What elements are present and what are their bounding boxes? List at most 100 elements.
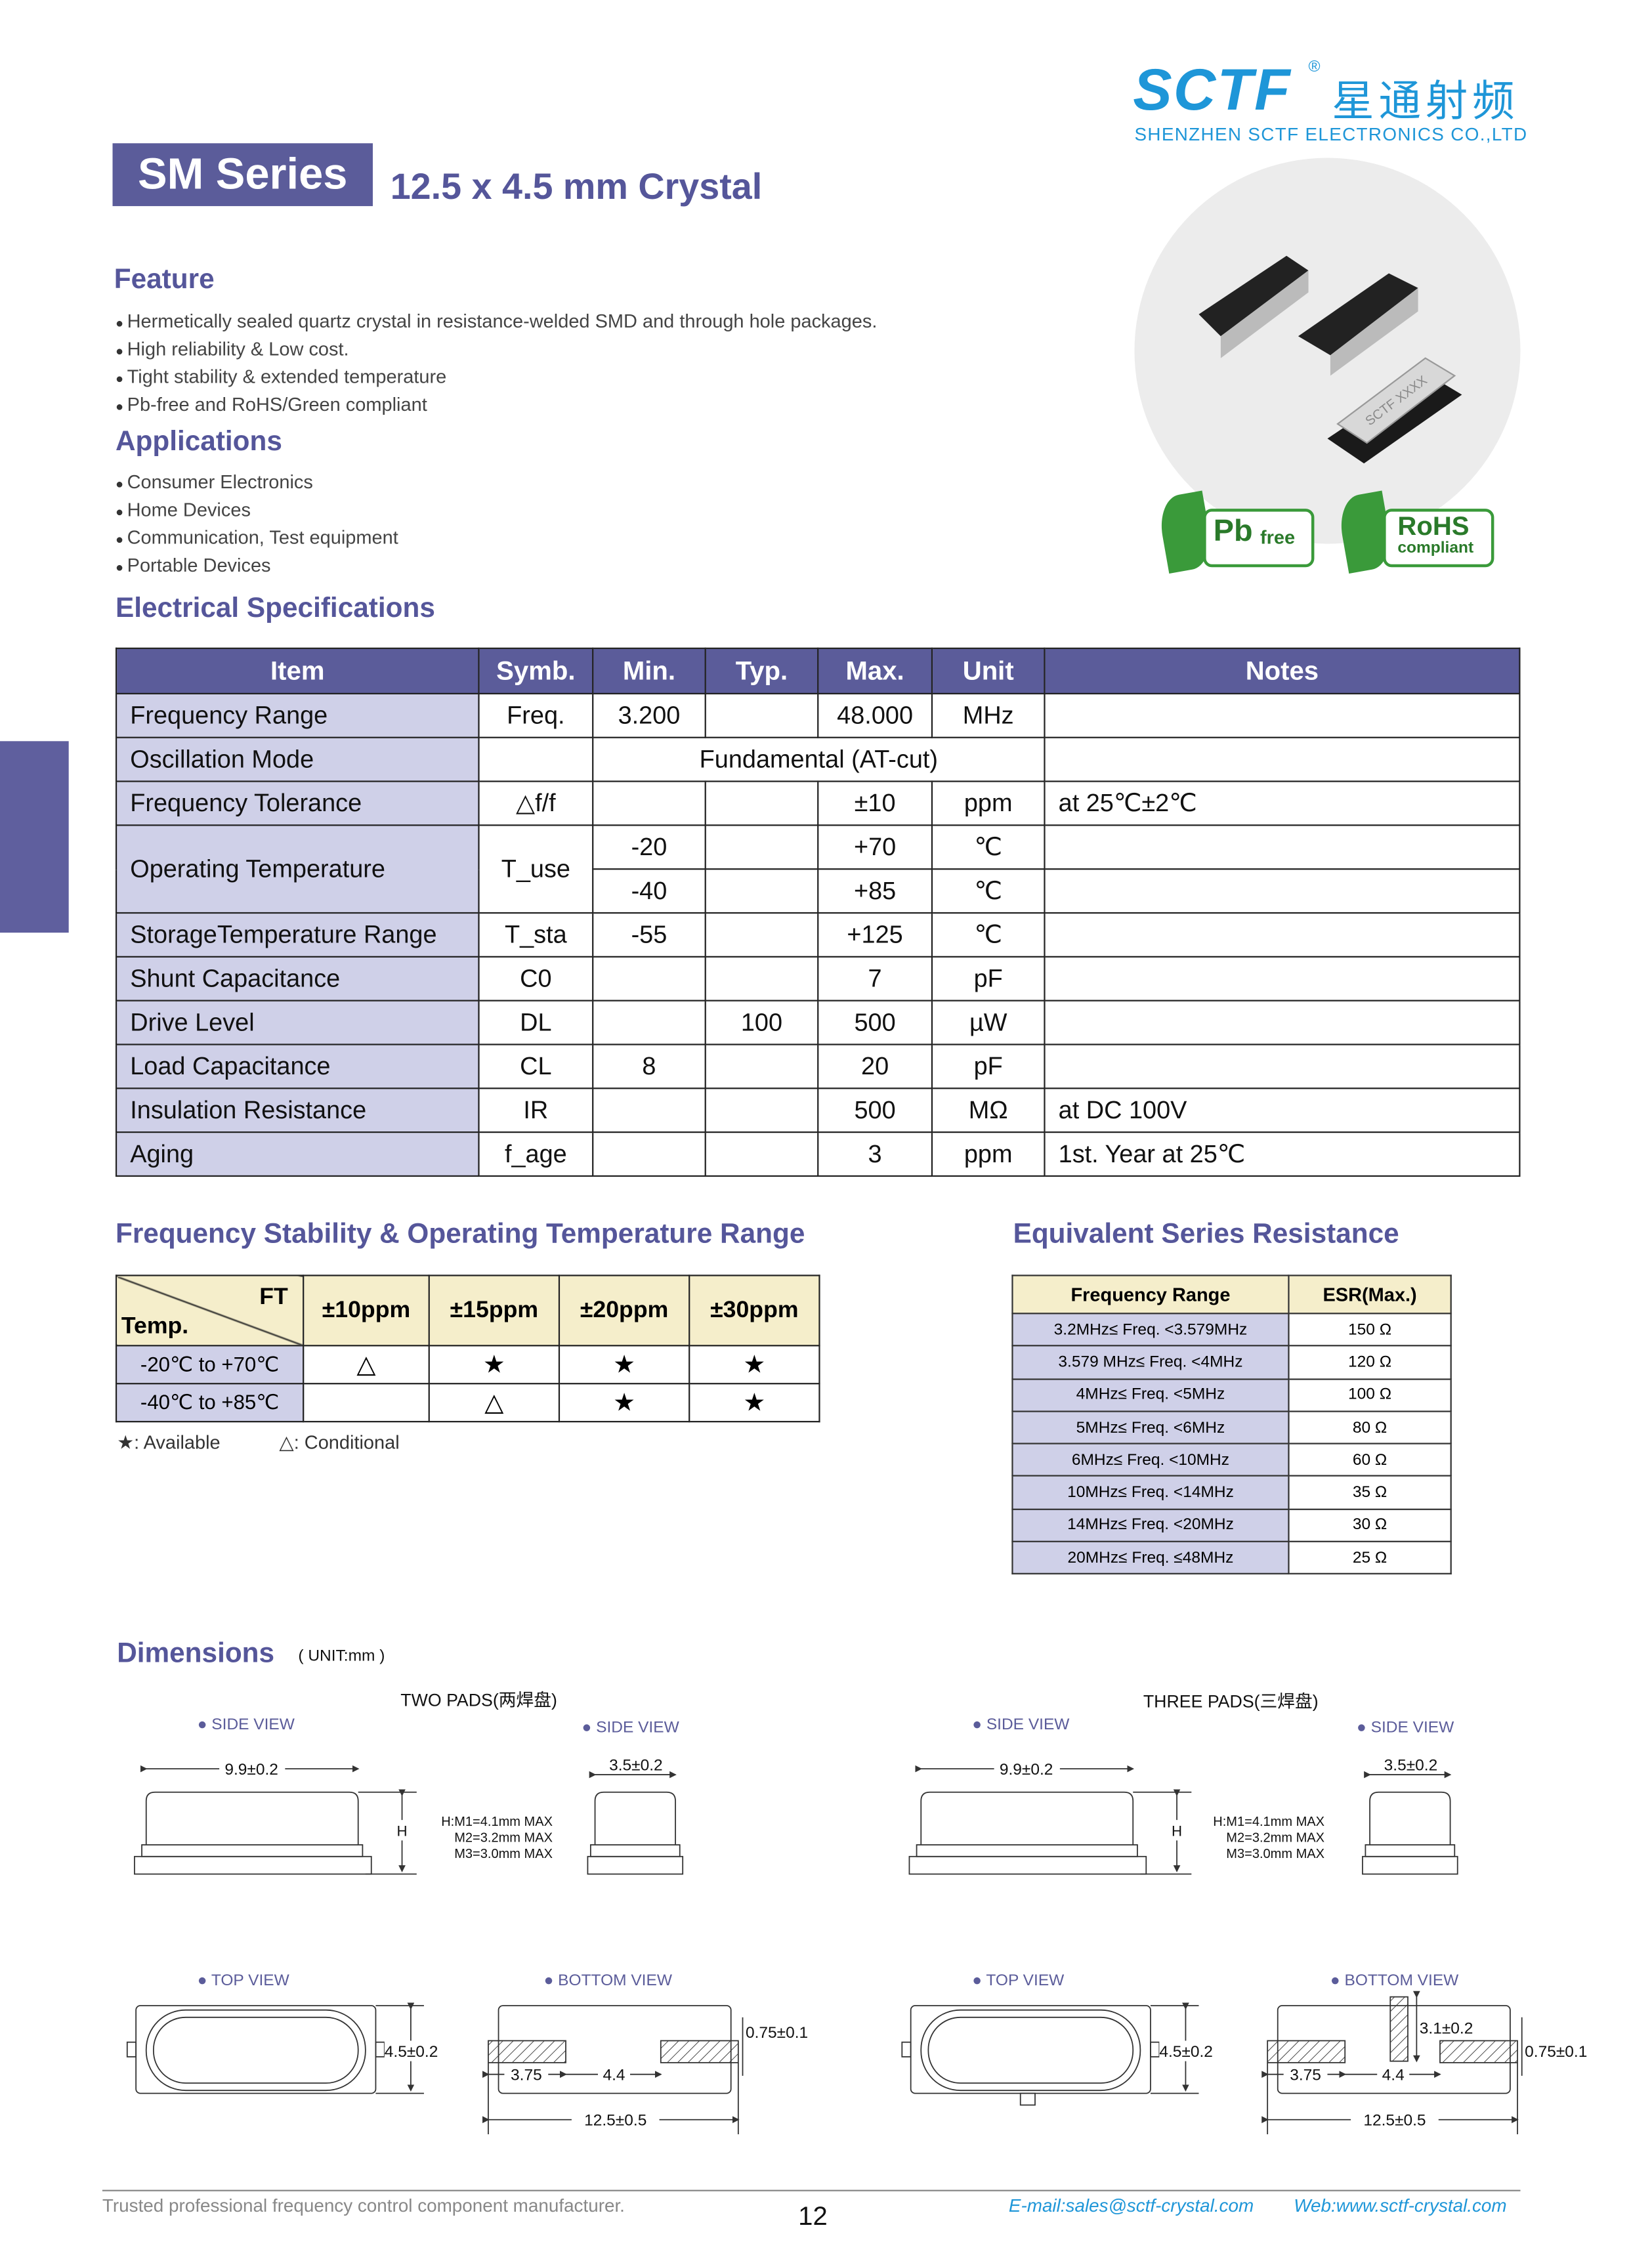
footer-rule (102, 2189, 1521, 2191)
table-cell: CL (478, 1044, 594, 1089)
available-star-icon: ★ (558, 1345, 690, 1385)
frequency-range-cell: 14MHz≤ Freq. <20MHz (1011, 1508, 1290, 1543)
crystal-base (589, 1844, 681, 1857)
solder-pad (488, 2040, 566, 2063)
label-bg (994, 1757, 1060, 1778)
table-cell (704, 868, 819, 914)
two-pads-title: TWO PADS(两焊盘) (400, 1689, 557, 1711)
table-cell: IR (478, 1087, 594, 1133)
available-star-icon: ★ (428, 1345, 561, 1385)
label-bg (1351, 2109, 1439, 2130)
label-bg (384, 2040, 446, 2061)
table-row: -40℃ to +85℃ △ ★ ★ (115, 1383, 820, 1423)
item-cell: StorageTemperature Range (115, 912, 480, 958)
label-bg (1377, 2064, 1410, 2085)
esr-value-cell: 100 Ω (1288, 1378, 1452, 1412)
website-link[interactable]: Web:www.sctf-crystal.com (1294, 2195, 1507, 2216)
height-label: H (396, 1823, 407, 1840)
logo-chinese: 星通射频 (1332, 75, 1519, 126)
table-cell (592, 1087, 706, 1133)
table-row: -40 +85 ℃ (116, 868, 1521, 914)
item-cell: Oscillation Mode (115, 736, 480, 782)
label-bg (504, 2064, 549, 2085)
table-cell (1044, 736, 1521, 782)
crystal-top-rim (145, 2009, 366, 2092)
table-cell (592, 1000, 706, 1045)
frequency-range-cell: 10MHz≤ Freq. <14MHz (1011, 1475, 1290, 1510)
item-cell: Aging (115, 1131, 480, 1177)
side-tab (901, 2041, 912, 2057)
table-cell (704, 912, 819, 958)
length-label: 9.9±0.2 (224, 1761, 278, 1779)
pad-gap-label: 4.4 (603, 2067, 625, 2084)
label-bg (219, 1757, 286, 1778)
width-top-label: 4.5±0.2 (1159, 2043, 1213, 2061)
email-link[interactable]: E-mail:sales@sctf-crystal.com (1008, 2195, 1254, 2216)
table-cell: 8 (592, 1044, 706, 1089)
frequency-range-cell: 4MHz≤ Freq. <5MHz (1011, 1378, 1290, 1412)
height-note: M2=3.2mm MAX (1226, 1831, 1324, 1846)
side-view-label: ● SIDE VIEW (972, 1716, 1070, 1733)
table-cell: △f/f (478, 780, 594, 826)
table-cell: ppm (931, 1131, 1046, 1177)
top-view-label: ● TOP VIEW (198, 1972, 290, 1989)
table-cell: 7 (817, 956, 933, 1002)
table-cell (704, 824, 819, 870)
table-cell: at DC 100V (1044, 1087, 1521, 1133)
col-header: Symb. (478, 647, 594, 695)
available-star-icon: ★ (558, 1383, 690, 1423)
esr-value-cell: 60 Ω (1288, 1443, 1452, 1477)
width-label: 3.5±0.2 (1384, 1756, 1438, 1774)
table-cell: ℃ (931, 912, 1046, 958)
table-cell: Fundamental (AT-cut) (592, 736, 1046, 782)
temp-range-cell: -40℃ to +85℃ (115, 1383, 305, 1423)
table-cell (478, 736, 594, 782)
list-item: Communication, Test equipment (116, 525, 398, 553)
table-cell: C0 (478, 956, 594, 1002)
height-label: H (1172, 1823, 1182, 1840)
frequency-range-cell: 5MHz≤ Freq. <6MHz (1011, 1410, 1290, 1445)
table-cell: 100 (704, 1000, 819, 1045)
table-cell: 3.200 (592, 692, 706, 738)
side-view-label: ● SIDE VIEW (198, 1716, 295, 1733)
crystal-side-body (920, 1791, 1134, 1845)
three-pads-title: THREE PADS(三焊盘) (1143, 1691, 1319, 1712)
table-row: Shunt Capacitance C0 7 pF (115, 956, 1521, 1002)
height-note: M3=3.0mm MAX (1226, 1847, 1324, 1861)
frequency-range-cell: 6MHz≤ Freq. <10MHz (1011, 1443, 1290, 1477)
compliant-label: compliant (1397, 539, 1474, 557)
table-cell: -55 (592, 912, 706, 958)
esr-value-cell: 35 Ω (1288, 1475, 1452, 1510)
table-cell (1044, 868, 1521, 914)
table-cell (1044, 824, 1521, 870)
feature-heading: Feature (114, 264, 215, 295)
item-cell: Frequency Tolerance (115, 780, 480, 826)
table-row: Aging f_age 3 ppm 1st. Year at 25℃ (115, 1131, 1521, 1177)
table-row: Oscillation Mode Fundamental (AT-cut) (115, 736, 1521, 782)
available-star-icon: ★ (688, 1345, 820, 1385)
table-cell (592, 956, 706, 1002)
esr-value-cell: 80 Ω (1288, 1410, 1452, 1445)
pad-width-label: 0.75±0.1 (1525, 2043, 1587, 2061)
col-header: Notes (1044, 647, 1521, 695)
table-cell: MHz (931, 692, 1046, 738)
page-subtitle: 12.5 x 4.5 mm Crystal (390, 166, 763, 208)
list-item: Pb-free and RoHS/Green compliant (116, 392, 877, 419)
item-cell: Frequency Range (115, 692, 480, 738)
side-tab (375, 2041, 385, 2057)
table-cell: f_age (478, 1131, 594, 1177)
table-cell: -20 (592, 824, 706, 870)
esr-value-cell: 120 Ω (1288, 1345, 1452, 1380)
col-header: Typ. (704, 647, 819, 695)
top-view-label: ● TOP VIEW (972, 1972, 1065, 1989)
col-header: Item (115, 647, 480, 695)
dimension-drawings: ● SIDE VIEW 9.9±0.2 H H:M1=4.1mm MAX M2=3.2m… (126, 1716, 1587, 2135)
frequency-range-cell: 3.579 MHz≤ Freq. <4MHz (1011, 1345, 1290, 1380)
table-cell: T_sta (478, 912, 594, 958)
pad-length-label: 3.75 (511, 2067, 542, 2084)
company-name: SHENZHEN SCTF ELECTRONICS CO.,LTD (1134, 124, 1528, 145)
table-cell (704, 1087, 819, 1133)
crystal-base (141, 1844, 364, 1857)
table-cell: pF (931, 956, 1046, 1002)
